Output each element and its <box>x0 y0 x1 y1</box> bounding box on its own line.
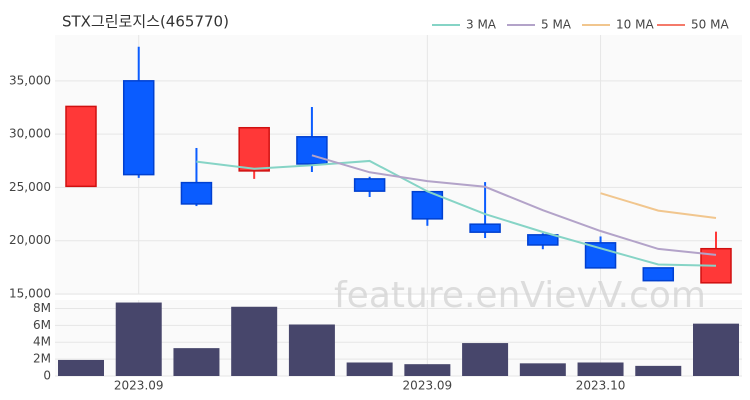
candle-body <box>469 223 501 233</box>
y-tick-label: 4M <box>33 335 51 349</box>
y-tick-label: 30,000 <box>9 127 51 141</box>
ma-line <box>311 154 717 256</box>
y-tick-label: 15,000 <box>9 287 51 301</box>
price-panel <box>55 35 742 295</box>
x-tick-label: 2023.09 <box>114 379 164 393</box>
x-tick-label: 2023.10 <box>576 379 626 393</box>
volume-bar <box>635 365 682 376</box>
candle-body <box>642 267 675 282</box>
ma-line <box>196 159 717 267</box>
volume-bar <box>462 343 509 376</box>
legend-label: 10 MA <box>616 18 654 32</box>
legend-label: 3 MA <box>466 18 497 32</box>
volume-bar <box>346 362 393 376</box>
ma-line <box>600 192 717 219</box>
volume-bar <box>519 363 566 376</box>
watermark: feature.enVievV.com <box>334 275 706 316</box>
volume-bar <box>58 359 104 376</box>
candle-body <box>65 105 97 188</box>
candle-body <box>122 80 155 176</box>
candle-body <box>238 126 270 172</box>
y-tick-label: 20,000 <box>9 233 51 247</box>
volume-bar <box>288 324 335 376</box>
candle-body <box>296 136 328 165</box>
legend-label: 50 MA <box>691 18 729 32</box>
volume-bar <box>115 302 162 376</box>
volume-panel <box>55 300 742 376</box>
volume-bar <box>577 362 624 376</box>
y-tick-label: 2M <box>33 352 51 366</box>
candle-body <box>584 242 617 269</box>
chart-title: STX그린로지스(465770) <box>62 13 229 31</box>
x-tick-label: 2023.09 <box>403 379 453 393</box>
volume-bar <box>693 323 739 376</box>
y-tick-label: 8M <box>33 301 51 315</box>
volume-bar <box>231 306 278 376</box>
y-tick-label: 35,000 <box>9 73 51 87</box>
candle-body <box>180 181 213 205</box>
candle-body <box>527 234 559 246</box>
y-tick-label: 25,000 <box>9 180 51 194</box>
y-tick-label: 6M <box>33 318 51 332</box>
y-tick-label: 0 <box>43 369 51 383</box>
volume-bar <box>404 364 451 376</box>
volume-bar <box>173 348 220 376</box>
legend-label: 5 MA <box>541 18 572 32</box>
candle-body <box>353 178 386 192</box>
